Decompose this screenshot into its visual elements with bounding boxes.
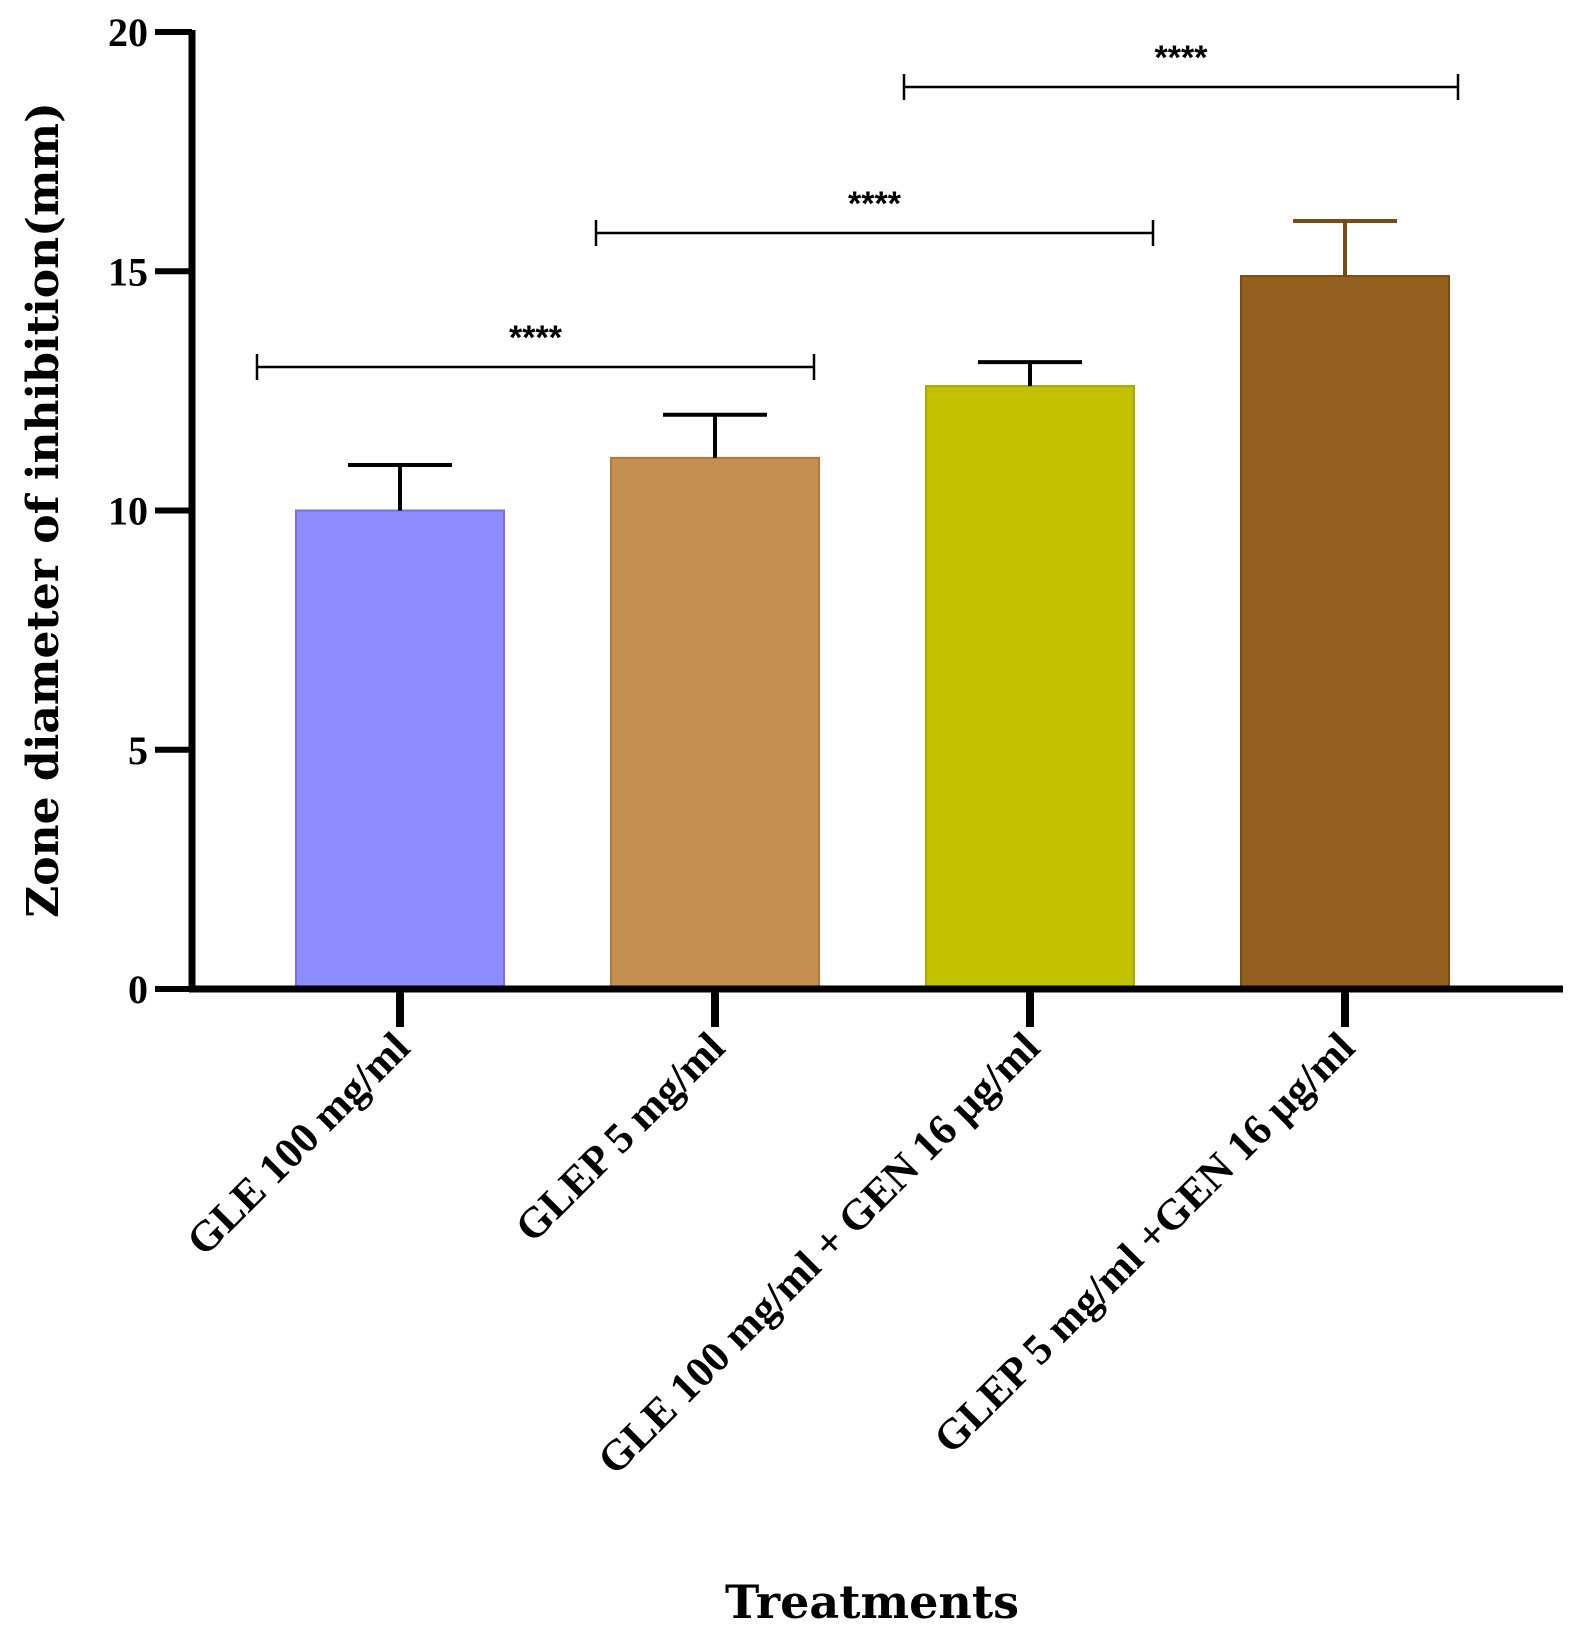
y-tick-label-4: 20 <box>108 10 148 55</box>
y-ticks-group: 0 5 10 15 20 <box>108 10 192 1012</box>
sig-label-0: **** <box>509 319 563 357</box>
significance-group: **** **** **** <box>255 39 1460 380</box>
x-axis-title: Treatments <box>725 1575 1019 1629</box>
error-bars-group <box>348 219 1397 511</box>
y-axis-title: Zone diameter of inhibition(mm) <box>18 102 69 918</box>
x-tick-label-1: GLEP 5 mg/ml <box>507 1024 735 1252</box>
bar-1 <box>610 456 820 990</box>
sig-label-1: **** <box>848 185 902 223</box>
bar-3 <box>1240 275 1450 991</box>
x-tick-label-0: GLE 100 mg/ml <box>178 1024 419 1265</box>
y-tick-label-0: 0 <box>128 967 148 1012</box>
sig-label-2: **** <box>1155 39 1209 77</box>
y-tick-label-3: 15 <box>108 249 148 294</box>
bar-0 <box>295 509 505 990</box>
bar-2 <box>925 385 1135 990</box>
y-tick-label-1: 5 <box>128 728 148 773</box>
bars-group <box>295 275 1450 991</box>
y-tick-label-2: 10 <box>108 489 148 534</box>
